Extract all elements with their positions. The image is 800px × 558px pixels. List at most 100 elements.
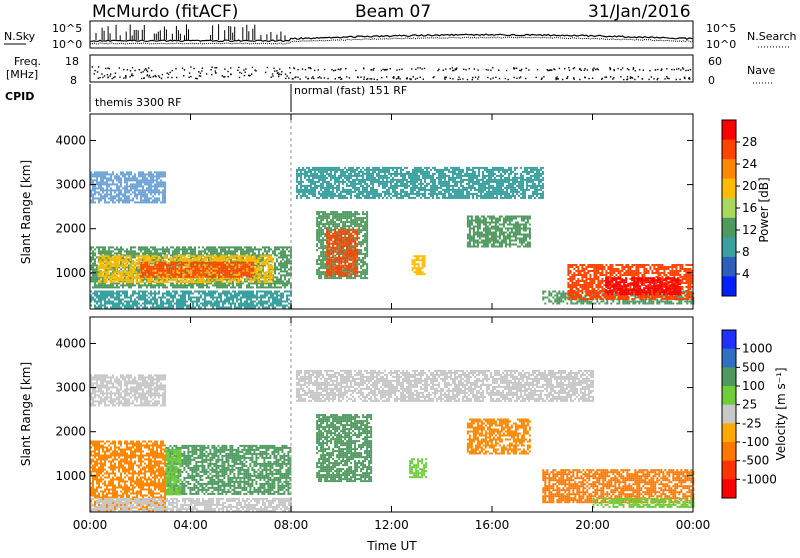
freq-dot <box>371 69 372 70</box>
freq-dot <box>190 66 191 67</box>
power-cell <box>362 227 364 229</box>
freq-dot <box>399 78 400 79</box>
power-cell <box>188 255 190 257</box>
power-cell <box>280 264 282 266</box>
power-cell <box>322 265 324 267</box>
power-cell <box>138 183 140 185</box>
power-cell <box>110 246 112 248</box>
power-cell <box>364 239 366 241</box>
power-cell <box>102 261 104 263</box>
power-region <box>90 171 166 203</box>
power-cell <box>256 293 258 295</box>
power-cell <box>322 219 324 221</box>
power-cell <box>162 185 164 187</box>
nsearch-label: N.Search <box>747 30 797 43</box>
power-cell <box>108 185 110 187</box>
power-cell <box>146 197 148 199</box>
power-cell <box>160 303 162 305</box>
power-cell <box>94 280 96 282</box>
power-cell <box>154 191 156 193</box>
power-cell <box>108 257 110 259</box>
freq-dot <box>273 68 274 69</box>
power-cell <box>354 237 356 239</box>
power-cell <box>164 284 166 286</box>
power-cell <box>328 225 330 227</box>
power-cell <box>122 261 124 263</box>
power-cell <box>320 219 322 221</box>
power-cell <box>104 252 106 254</box>
power-cell <box>138 201 140 203</box>
freq-dot <box>310 67 311 68</box>
freq-dot <box>327 78 328 79</box>
power-cell <box>154 252 156 254</box>
power-cell <box>284 305 286 307</box>
power-cell <box>192 262 194 264</box>
power-cell <box>238 248 240 250</box>
power-cell <box>288 282 290 284</box>
power-cell <box>224 248 226 250</box>
power-cell <box>152 246 154 248</box>
power-cell <box>150 303 152 305</box>
power-cell <box>162 284 164 286</box>
power-cell <box>154 197 156 199</box>
power-cell <box>130 267 132 269</box>
power-cell <box>92 175 94 177</box>
power-cell <box>146 255 148 257</box>
power-cell <box>268 301 270 303</box>
power-cell <box>110 263 112 265</box>
power-cell <box>136 187 138 189</box>
power-cell <box>240 303 242 305</box>
power-cell <box>316 223 318 225</box>
power-cell <box>198 286 200 288</box>
power-cell <box>224 259 226 261</box>
beam-title: Beam 07 <box>355 2 431 22</box>
power-cell <box>350 277 352 279</box>
power-cell <box>342 215 344 217</box>
power-cell <box>104 295 106 297</box>
freq-dot <box>420 77 421 78</box>
power-cell <box>154 171 156 173</box>
power-cell <box>218 297 220 299</box>
power-cell <box>226 307 228 309</box>
power-cell <box>134 193 136 195</box>
power-cell <box>158 197 160 199</box>
power-cell <box>200 257 202 259</box>
power-cell <box>206 301 208 303</box>
power-cell <box>328 259 330 261</box>
power-cell <box>244 272 246 274</box>
power-cell <box>196 272 198 274</box>
power-cell <box>366 213 368 215</box>
power-cell <box>258 265 260 267</box>
power-cell <box>192 259 194 261</box>
power-cell <box>160 297 162 299</box>
power-cell <box>238 286 240 288</box>
freq-dot <box>312 76 313 77</box>
power-cell <box>94 248 96 250</box>
power-cell <box>328 265 330 267</box>
power-cell <box>102 305 104 307</box>
power-cell <box>184 252 186 254</box>
power-cell <box>146 276 148 278</box>
power-cell <box>324 235 326 237</box>
power-cell <box>138 307 140 309</box>
power-cell <box>94 189 96 191</box>
power-cell <box>366 237 368 239</box>
power-cell <box>266 271 268 273</box>
power-cell <box>326 231 328 233</box>
power-cell <box>162 189 164 191</box>
power-cell <box>270 265 272 267</box>
power-cell <box>210 248 212 250</box>
power-cell <box>138 295 140 297</box>
power-cell <box>104 175 106 177</box>
power-cell <box>160 183 162 185</box>
power-cell <box>166 281 168 283</box>
power-cell <box>328 223 330 225</box>
power-cell <box>100 179 102 181</box>
power-cell <box>156 303 158 305</box>
power-cell <box>204 301 206 303</box>
power-cell <box>108 255 110 257</box>
power-cell <box>98 295 100 297</box>
power-cell <box>316 231 318 233</box>
freq-label: Freq. <box>14 55 41 68</box>
power-cell <box>250 248 252 250</box>
